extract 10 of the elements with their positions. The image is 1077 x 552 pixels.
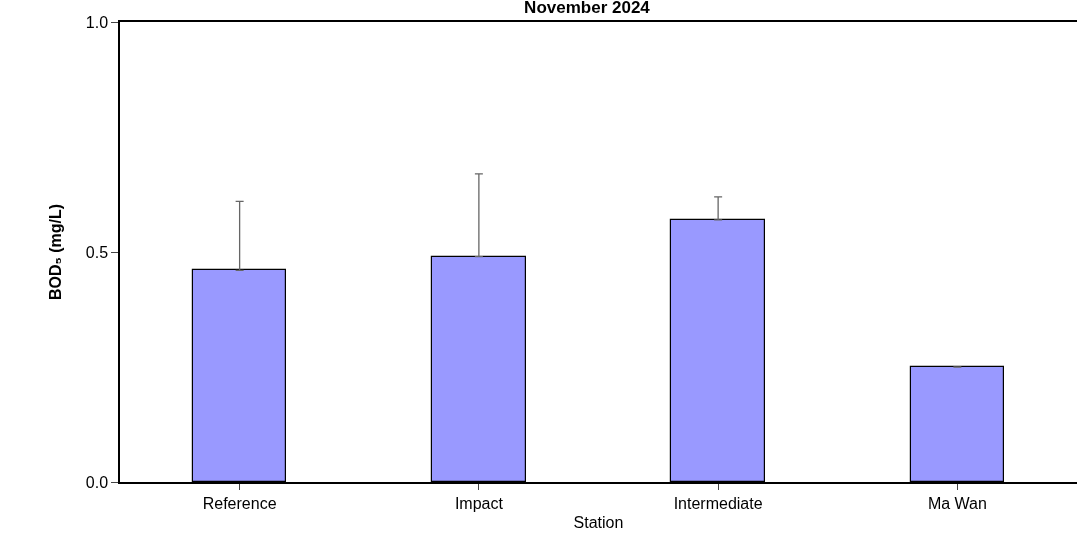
y-axis-title: BOD₅ (mg/L) (47, 203, 65, 301)
x-tick-label: Impact (454, 494, 504, 512)
x-tick-label: Ma Wan (927, 494, 987, 512)
x-tick-label: Reference (202, 494, 277, 512)
y-tick-label: 0.0 (85, 473, 109, 491)
x-tick-label: Intermediate (673, 494, 763, 512)
y-tick-label: 1.0 (85, 13, 109, 31)
x-axis-title: Station (573, 514, 624, 532)
chart-title: November 2024 (524, 0, 651, 17)
y-tick-label: 0.5 (85, 243, 109, 261)
